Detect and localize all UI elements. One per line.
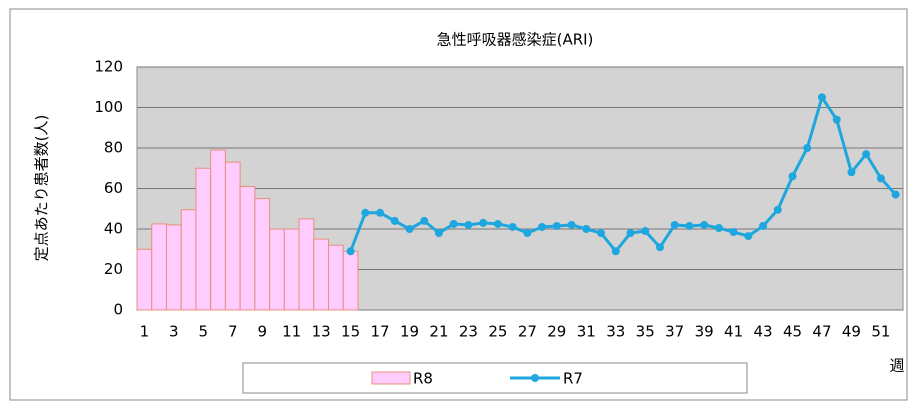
x-axis-label: 週 xyxy=(889,357,904,375)
marker xyxy=(582,225,591,233)
marker xyxy=(641,227,650,236)
x-tick-label: 25 xyxy=(488,323,507,341)
marker xyxy=(552,221,561,230)
y-tick-label: 20 xyxy=(104,260,123,278)
y-tick-label: 0 xyxy=(113,301,123,319)
y-tick-label: 100 xyxy=(94,98,123,116)
marker xyxy=(685,221,694,230)
marker xyxy=(420,216,429,225)
x-tick-label: 15 xyxy=(341,323,360,341)
bar xyxy=(328,244,344,311)
marker xyxy=(493,219,502,228)
marker xyxy=(597,229,606,238)
x-tick-label: 13 xyxy=(312,323,331,341)
x-tick-label: 37 xyxy=(665,323,684,341)
bar xyxy=(195,167,212,311)
legend-marker xyxy=(531,374,539,382)
bar xyxy=(342,250,359,311)
x-tick-label: 39 xyxy=(695,323,714,341)
marker xyxy=(700,220,709,229)
legend-label: R7 xyxy=(563,370,583,388)
marker xyxy=(449,219,458,228)
marker xyxy=(567,220,576,229)
x-tick-label: 35 xyxy=(636,323,655,341)
marker xyxy=(611,247,620,256)
marker xyxy=(788,172,797,181)
x-tick-label: 43 xyxy=(754,323,773,341)
marker xyxy=(346,247,355,256)
x-tick-label: 5 xyxy=(199,323,209,341)
marker xyxy=(817,93,826,102)
y-axis-label: 定点あたり患者数(人) xyxy=(33,115,51,262)
x-tick-label: 23 xyxy=(459,323,478,341)
marker xyxy=(876,174,885,183)
marker xyxy=(832,115,841,124)
x-tick-label: 29 xyxy=(547,323,566,341)
bar xyxy=(165,224,182,311)
x-tick-label: 49 xyxy=(842,323,861,341)
legend-swatch xyxy=(371,371,411,385)
x-tick-label: 19 xyxy=(400,323,419,341)
marker xyxy=(670,220,679,229)
x-tick-label: 47 xyxy=(812,323,831,341)
x-tick-label: 45 xyxy=(783,323,802,341)
x-tick-label: 1 xyxy=(140,323,150,341)
marker xyxy=(803,144,812,152)
y-tick-label: 80 xyxy=(104,139,123,157)
x-tick-label: 3 xyxy=(169,323,179,341)
x-tick-label: 41 xyxy=(724,323,743,341)
legend xyxy=(242,362,748,394)
y-tick-label: 40 xyxy=(104,220,123,238)
marker xyxy=(862,150,871,159)
legend-label: R8 xyxy=(413,370,433,388)
bar xyxy=(283,228,300,311)
chart-title: 急性呼吸器感染症(ARI) xyxy=(437,31,594,49)
bar xyxy=(180,209,197,311)
marker xyxy=(508,222,517,231)
x-tick-label: 9 xyxy=(257,323,267,341)
marker xyxy=(376,208,385,217)
marker xyxy=(626,229,635,238)
marker xyxy=(538,222,547,231)
marker xyxy=(523,229,532,238)
x-tick-label: 51 xyxy=(871,323,890,341)
x-tick-label: 7 xyxy=(228,323,238,341)
bar xyxy=(298,218,315,311)
bar xyxy=(269,228,285,311)
marker xyxy=(744,232,753,241)
bar xyxy=(313,238,329,311)
marker xyxy=(891,190,900,199)
marker xyxy=(714,223,723,232)
marker xyxy=(655,243,664,252)
marker xyxy=(479,218,488,227)
x-tick-label: 17 xyxy=(371,323,390,341)
bar xyxy=(224,161,241,311)
x-tick-label: 31 xyxy=(577,323,596,341)
x-tick-label: 27 xyxy=(518,323,537,341)
marker xyxy=(759,221,768,230)
bar xyxy=(151,223,167,311)
x-tick-label: 33 xyxy=(606,323,625,341)
marker xyxy=(729,228,738,237)
marker xyxy=(847,168,856,177)
marker xyxy=(773,205,782,214)
x-tick-label: 11 xyxy=(282,323,301,341)
bar xyxy=(136,248,153,311)
y-tick-label: 60 xyxy=(104,179,123,197)
marker xyxy=(361,208,370,217)
bar xyxy=(210,149,226,311)
x-tick-label: 21 xyxy=(429,323,448,341)
marker xyxy=(434,229,443,238)
marker xyxy=(464,220,473,229)
bar xyxy=(239,185,256,311)
marker xyxy=(405,225,414,233)
bar xyxy=(254,198,271,311)
y-tick-label: 120 xyxy=(94,58,123,76)
marker xyxy=(390,216,399,225)
